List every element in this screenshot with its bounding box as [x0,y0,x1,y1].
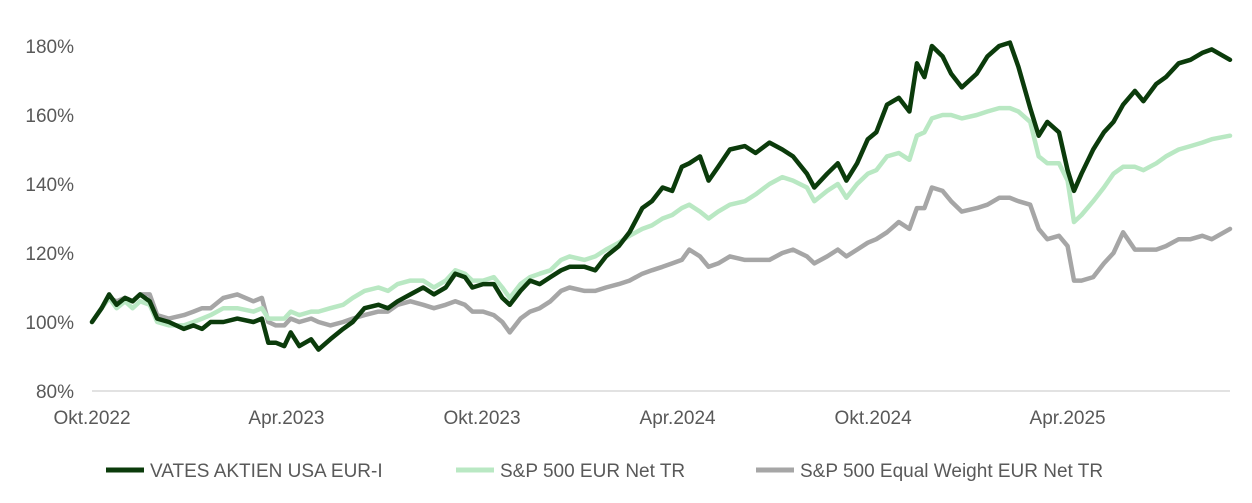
x-tick-label: Apr.2023 [248,408,324,429]
series-line-3 [89,185,1233,335]
x-tick-label: Okt.2024 [835,408,913,429]
series-lines [89,40,1233,352]
legend-label-2: S&P 500 EUR Net TR [500,461,685,482]
x-tick-label: Okt.2022 [53,408,130,429]
y-tick-label: 120% [25,244,74,265]
y-tick-label: 80% [36,382,74,403]
series-line-1 [89,40,1233,352]
y-tick-label: 160% [25,106,74,127]
x-tick-label: Okt.2023 [443,408,520,429]
legend-label-1: VATES AKTIEN USA EUR-I [150,461,383,482]
y-tick-label: 140% [25,175,74,196]
legend: VATES AKTIEN USA EUR-I S&P 500 EUR Net TR… [106,461,1103,482]
y-tick-label: 180% [25,37,74,58]
y-tick-label: 100% [25,313,74,334]
x-axis: Okt.2022 Apr.2023 Okt.2023 Apr.2024 Okt.2024… [53,408,1105,429]
x-tick-label: Apr.2024 [640,408,716,429]
y-axis: 80% 100% 120% 140% 160% 180% [25,37,74,403]
legend-label-3: S&P 500 Equal Weight EUR Net TR [800,461,1103,482]
x-tick-label: Apr.2025 [1030,408,1106,429]
series-line-2 [89,105,1233,328]
